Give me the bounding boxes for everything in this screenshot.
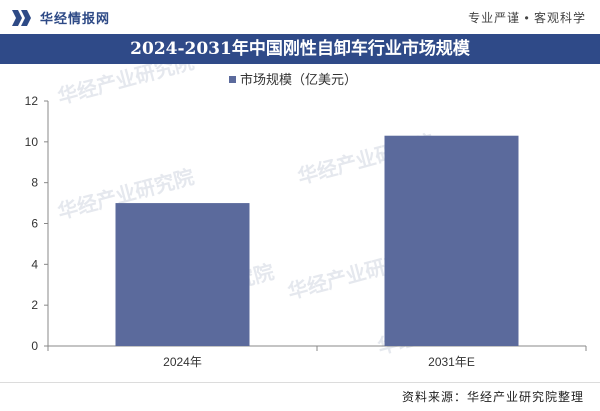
header: 华经情报网 专业严谨 • 客观科学 xyxy=(0,0,600,34)
y-tick-label: 6 xyxy=(31,217,38,231)
legend-swatch xyxy=(229,76,236,83)
x-tick-label: 2024年 xyxy=(163,355,202,369)
chart-area: 华经产业研究院华经产业研究院华经产业研究院华经产业研究院华经产业研究院华经产业研… xyxy=(0,64,600,382)
bar-2 xyxy=(384,135,519,346)
y-tick-label: 12 xyxy=(25,94,39,108)
brand: 华经情报网 xyxy=(12,8,110,27)
watermark-text: 华经产业研究院 xyxy=(55,64,196,109)
brand-name: 华经情报网 xyxy=(40,11,111,26)
axis-layer: 0 2 4 6 8 10 12 2024年 2031年E xyxy=(25,94,587,369)
y-tick-label: 2 xyxy=(31,298,38,312)
y-tick-label: 8 xyxy=(31,176,38,190)
legend-layer: 市场规模（亿美元） xyxy=(229,72,357,87)
bar-chart: 华经产业研究院华经产业研究院华经产业研究院华经产业研究院华经产业研究院华经产业研… xyxy=(25,64,587,369)
bar-layer xyxy=(115,135,519,346)
header-slogan: 专业严谨 • 客观科学 xyxy=(468,11,586,25)
y-tick-label: 4 xyxy=(31,257,38,271)
chart-title: 2024-2031年中国刚性自卸车行业市场规模 xyxy=(130,39,470,59)
bar-1 xyxy=(115,203,250,346)
y-tick-label: 0 xyxy=(31,339,38,353)
footer-divider xyxy=(0,382,600,383)
x-tick-label: 2031年E xyxy=(428,355,475,369)
legend-label: 市场规模（亿美元） xyxy=(240,72,357,87)
footer-source: 资料来源：华经产业研究院整理 xyxy=(401,390,584,404)
y-tick-label: 10 xyxy=(25,135,39,149)
title-bar: 2024-2031年中国刚性自卸车行业市场规模 xyxy=(0,34,600,64)
brand-logo-icon xyxy=(12,9,31,26)
